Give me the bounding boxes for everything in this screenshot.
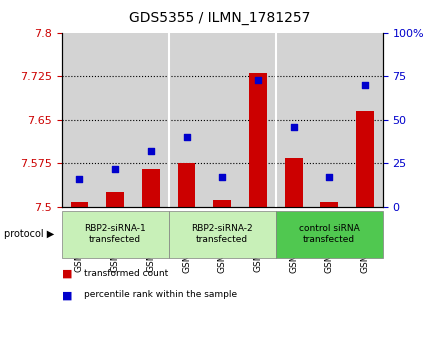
- Text: RBP2-siRNA-1
transfected: RBP2-siRNA-1 transfected: [84, 224, 146, 244]
- Bar: [106, 192, 124, 207]
- Text: GDS5355 / ILMN_1781257: GDS5355 / ILMN_1781257: [129, 11, 311, 25]
- Bar: [285, 158, 303, 207]
- Text: control siRNA
transfected: control siRNA transfected: [299, 224, 359, 244]
- Bar: [356, 111, 374, 207]
- Bar: [142, 169, 160, 207]
- Point: [112, 166, 119, 171]
- Bar: [178, 163, 195, 207]
- Text: protocol ▶: protocol ▶: [4, 229, 55, 239]
- Point: [290, 124, 297, 130]
- Point: [147, 148, 154, 154]
- Text: ■: ■: [62, 290, 72, 301]
- Text: transformed count: transformed count: [84, 269, 168, 278]
- Text: percentile rank within the sample: percentile rank within the sample: [84, 290, 237, 299]
- Point: [183, 134, 190, 140]
- Bar: [249, 73, 267, 207]
- Bar: [70, 202, 88, 207]
- Point: [361, 82, 368, 88]
- Text: ■: ■: [62, 269, 72, 279]
- Bar: [320, 202, 338, 207]
- Text: RBP2-siRNA-2
transfected: RBP2-siRNA-2 transfected: [191, 224, 253, 244]
- Point: [326, 174, 333, 180]
- Point: [254, 77, 261, 83]
- Bar: [213, 200, 231, 207]
- Point: [76, 176, 83, 182]
- Point: [219, 174, 226, 180]
